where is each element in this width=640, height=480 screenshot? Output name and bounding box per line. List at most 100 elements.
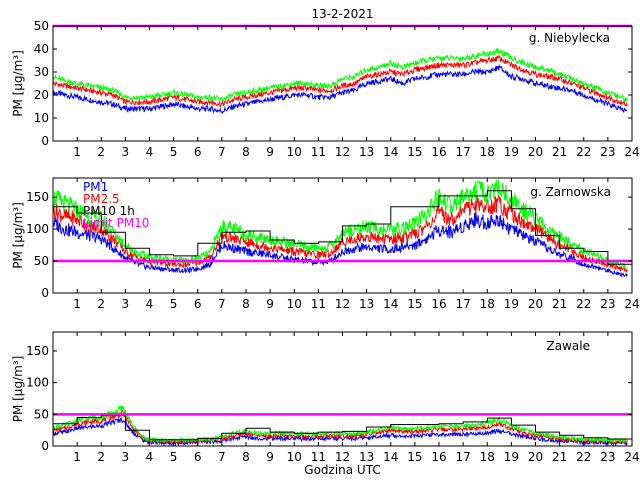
x-tick-label: 15 (407, 450, 422, 464)
y-tick-label: 100 (26, 222, 49, 236)
series-line-pm2-5 (53, 54, 628, 108)
x-tick-label: 3 (122, 450, 130, 464)
series-line-pm10 (53, 47, 628, 103)
y-tick-label: 0 (41, 134, 49, 148)
station-name: g. Niebylecka (529, 31, 610, 45)
x-tick-label: 4 (146, 450, 154, 464)
x-tick-label: 6 (194, 450, 202, 464)
x-tick-label: 23 (600, 297, 615, 311)
x-tick-label: 7 (218, 450, 226, 464)
x-axis-label: Godzina UTC (304, 463, 380, 477)
x-tick-label: 13 (359, 145, 374, 159)
chart-panel-2: 1 2 3 4 5 6 7 8 9 10 11 12 13 14 15 16 17 18 19 20 21 22 23 240… (11, 177, 640, 311)
x-tick-label: 22 (576, 450, 591, 464)
y-tick-label: 10 (34, 111, 49, 125)
series-line-pm10-1h (53, 190, 632, 265)
x-tick-label: 11 (311, 145, 326, 159)
x-tick-label: 10 (287, 450, 302, 464)
x-tick-label: 19 (504, 145, 519, 159)
legend-entry: Limit PM10 (83, 216, 149, 230)
station-name: g. Zarnowska (530, 185, 611, 199)
y-axis-label: PM [μg/m³] (11, 202, 25, 269)
x-tick-label: 3 (122, 145, 130, 159)
legend-entry: PM10 1h (83, 204, 135, 218)
x-tick-label: 22 (576, 145, 591, 159)
x-tick-label: 21 (552, 297, 567, 311)
x-tick-label: 4 (146, 297, 154, 311)
x-tick-label: 8 (242, 297, 250, 311)
x-tick-label: 24 (624, 450, 639, 464)
x-tick-label: 17 (455, 145, 470, 159)
x-tick-label: 1 (73, 297, 81, 311)
x-tick-label: 24 (624, 145, 639, 159)
x-tick-label: 14 (383, 145, 398, 159)
x-tick-label: 6 (194, 145, 202, 159)
x-tick-label: 8 (242, 450, 250, 464)
x-tick-label: 17 (455, 450, 470, 464)
x-tick-label: 16 (431, 297, 446, 311)
x-tick-label: 6 (194, 297, 202, 311)
x-tick-label: 20 (528, 450, 543, 464)
x-tick-label: 5 (170, 145, 178, 159)
x-tick-label: 12 (335, 145, 350, 159)
x-tick-label: 7 (218, 297, 226, 311)
x-tick-label: 9 (266, 450, 274, 464)
x-tick-label: 13 (359, 297, 374, 311)
y-tick-label: 50 (34, 254, 49, 268)
x-tick-label: 19 (504, 297, 519, 311)
x-tick-label: 18 (480, 297, 495, 311)
x-tick-label: 17 (455, 297, 470, 311)
x-tick-label: 10 (287, 145, 302, 159)
x-tick-label: 18 (480, 450, 495, 464)
y-tick-label: 50 (34, 407, 49, 421)
x-tick-label: 15 (407, 145, 422, 159)
y-tick-label: 40 (34, 42, 49, 56)
series-line-pm10 (53, 404, 628, 444)
x-tick-label: 14 (383, 297, 398, 311)
chart-panel-1: 1 2 3 4 5 6 7 8 9 10 11 12 13 14 15 16 17 18 19 20 21 22 23 240… (11, 7, 640, 159)
x-tick-label: 15 (407, 297, 422, 311)
series-line-pm1 (53, 63, 628, 115)
x-tick-label: 20 (528, 145, 543, 159)
x-tick-label: 11 (311, 297, 326, 311)
x-tick-label: 23 (600, 450, 615, 464)
x-tick-label: 13 (359, 450, 374, 464)
series-line-pm10 (53, 179, 628, 271)
x-tick-label: 16 (431, 450, 446, 464)
series-line-pm2-5 (53, 409, 628, 445)
x-tick-label: 21 (552, 145, 567, 159)
y-tick-label: 30 (34, 65, 49, 79)
y-tick-label: 150 (26, 190, 49, 204)
y-tick-label: 0 (41, 286, 49, 300)
x-tick-label: 20 (528, 297, 543, 311)
x-tick-label: 7 (218, 145, 226, 159)
chart-title: 13-2-2021 (311, 7, 373, 21)
chart-panel-3: 1 2 3 4 5 6 7 8 9 10 11 12 13 14 15 16 17 18 19 20 21 22 23 240… (11, 331, 640, 477)
x-tick-label: 12 (335, 450, 350, 464)
x-tick-label: 14 (383, 450, 398, 464)
x-tick-label: 8 (242, 145, 250, 159)
y-axis-label: PM [μg/m³] (11, 356, 25, 423)
x-tick-label: 9 (266, 297, 274, 311)
x-tick-label: 5 (170, 297, 178, 311)
x-tick-label: 22 (576, 297, 591, 311)
x-tick-label: 9 (266, 145, 274, 159)
x-tick-label: 4 (146, 145, 154, 159)
x-tick-label: 12 (335, 297, 350, 311)
x-tick-label: 2 (97, 297, 105, 311)
y-tick-label: 50 (34, 19, 49, 33)
y-tick-label: 100 (26, 376, 49, 390)
x-tick-label: 11 (311, 450, 326, 464)
x-tick-label: 10 (287, 297, 302, 311)
x-tick-label: 19 (504, 450, 519, 464)
y-axis-label: PM [μg/m³] (11, 50, 25, 117)
x-tick-label: 2 (97, 450, 105, 464)
series-line-pm1 (53, 212, 628, 278)
x-tick-label: 21 (552, 450, 567, 464)
data-layer (53, 47, 628, 115)
data-layer (53, 404, 632, 446)
x-tick-label: 23 (600, 145, 615, 159)
legend-entry: PM1 (83, 180, 108, 194)
